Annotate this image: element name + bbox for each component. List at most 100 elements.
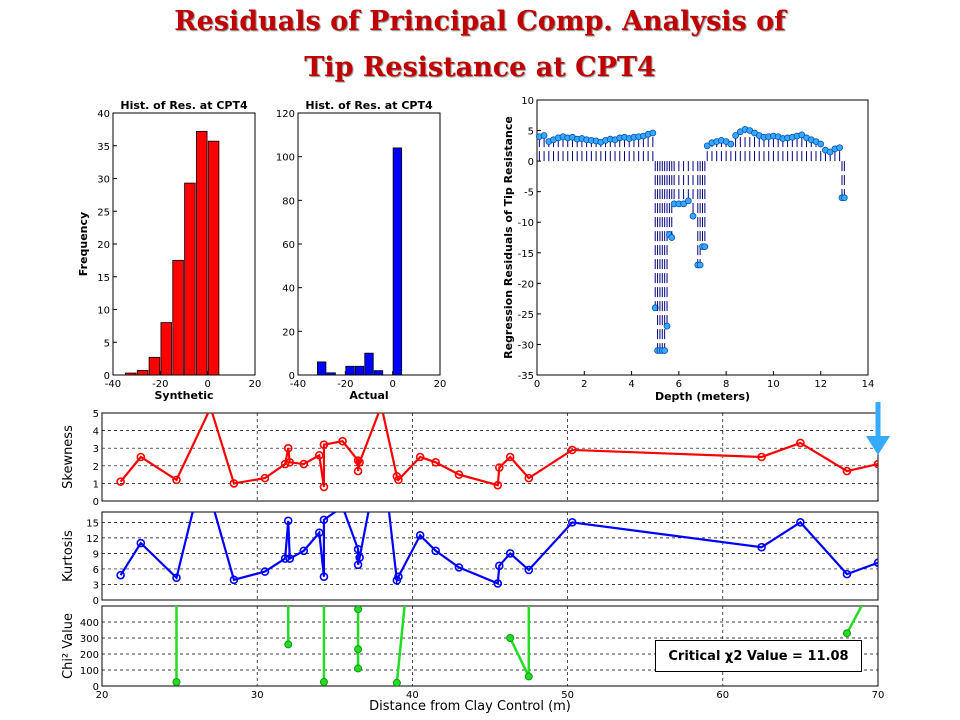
residual-point <box>663 322 671 330</box>
residual-point <box>668 234 676 241</box>
data-point <box>505 549 515 558</box>
y-tick-label: 0 <box>289 371 295 382</box>
data-point <box>873 459 878 469</box>
y-tick-label: 0 <box>93 596 99 607</box>
x-tick-label: 6 <box>676 379 682 390</box>
data-point <box>378 402 385 409</box>
data-point <box>199 467 206 474</box>
histogram-synthetic: 0 5 10 15 20 25 30 35 40 -40 -20 0 20 Hist. of Res. a… <box>77 99 261 402</box>
data-point <box>285 554 295 563</box>
histogram-actual: 0 20 40 60 80 100 120 -40 -20 0 20 Hist. of Res. at… <box>276 99 446 402</box>
y-tick-label: 300 <box>80 634 99 645</box>
data-point <box>524 565 534 575</box>
y-tick-label: 80 <box>282 196 295 207</box>
data-point <box>319 678 328 686</box>
y-tick-label: 100 <box>80 666 99 677</box>
data-point <box>354 664 363 673</box>
histogram-bar <box>326 372 336 376</box>
data-point <box>285 457 295 467</box>
y-tick-label: -10 <box>518 218 534 229</box>
y-tick-label: -30 <box>518 340 534 351</box>
data-point <box>260 473 270 483</box>
y-tick-label: -35 <box>518 371 534 382</box>
data-point <box>454 563 464 572</box>
residual-point <box>732 132 739 139</box>
residual-point <box>689 212 697 220</box>
plot-frame <box>112 112 256 376</box>
y-tick-label: -5 <box>524 188 534 199</box>
x-tick-label: 20 <box>249 379 262 390</box>
residual-point <box>684 197 692 205</box>
data-point <box>280 459 290 469</box>
histogram-bar <box>373 370 384 376</box>
data-point <box>378 441 385 448</box>
data-point <box>506 634 515 642</box>
y-axis-label: Kurtosis <box>61 530 76 582</box>
y-tick-label: -20 <box>518 279 534 290</box>
residual-point <box>649 129 657 137</box>
data-point <box>354 645 363 654</box>
data-point <box>415 530 425 540</box>
data-point <box>299 546 309 556</box>
skewness-plot: 0 1 2 3 4 5 Skewness <box>61 402 879 508</box>
data-point <box>116 570 125 580</box>
x-tick-label: 0 <box>389 379 395 390</box>
histogram-bar <box>196 130 208 376</box>
data-point <box>353 466 363 476</box>
y-tick-label: -15 <box>518 249 534 260</box>
histogram-bar <box>364 352 374 376</box>
title-line-2: Tip Resistance at CPT4 <box>304 52 656 83</box>
data-point <box>842 629 851 638</box>
y-tick-label: 0 <box>93 497 99 508</box>
plot-clip-group <box>172 606 864 686</box>
y-tick-label: 0 <box>528 157 534 168</box>
plot-frame <box>101 511 879 601</box>
data-point <box>319 482 329 492</box>
y-tick-label: 20 <box>97 240 110 251</box>
data-point <box>495 561 504 571</box>
plot-clip-group <box>116 441 878 588</box>
y-tick-label: 4 <box>93 427 99 438</box>
y-tick-label: 25 <box>97 207 110 218</box>
residual-point <box>836 144 843 152</box>
x-axis-label: Depth (meters) <box>655 390 750 403</box>
series-line <box>509 606 531 677</box>
residual-point <box>701 243 709 251</box>
y-tick-label: 30 <box>97 175 110 186</box>
histogram-bar <box>172 259 184 376</box>
data-point <box>567 518 577 527</box>
residual-point <box>661 347 669 354</box>
y-tick-label: 10 <box>97 306 110 317</box>
residual-point <box>727 140 735 148</box>
data-point <box>431 546 440 556</box>
plot-frame <box>101 605 879 687</box>
data-point <box>319 440 329 449</box>
histogram-bar <box>207 140 220 376</box>
x-axis-label: Actual <box>349 389 388 402</box>
data-point <box>394 572 403 582</box>
data-point <box>353 544 363 554</box>
residual-point <box>841 194 848 202</box>
x-tick-label: 14 <box>862 379 875 390</box>
data-point <box>392 678 401 686</box>
y-tick-label: 9 <box>93 549 99 560</box>
histogram-bar <box>392 147 403 376</box>
data-point <box>495 463 504 472</box>
residual-point <box>817 140 825 148</box>
data-point <box>493 579 503 588</box>
histogram-title: Hist. of Res. at CPT4 <box>305 99 433 112</box>
data-point <box>283 443 293 453</box>
data-point <box>796 438 805 448</box>
x-tick-label: 10 <box>767 379 780 390</box>
data-point <box>505 452 515 462</box>
plot-frame <box>101 412 879 502</box>
y-tick-label: 60 <box>282 240 295 251</box>
data-point <box>796 518 805 527</box>
y-axis-label: Frequency <box>77 212 90 276</box>
y-tick-label: 15 <box>97 273 110 284</box>
histogram-bar <box>136 370 149 376</box>
data-point <box>355 553 364 562</box>
data-point <box>136 538 146 548</box>
data-point <box>873 558 878 568</box>
histogram-bar <box>160 322 172 376</box>
